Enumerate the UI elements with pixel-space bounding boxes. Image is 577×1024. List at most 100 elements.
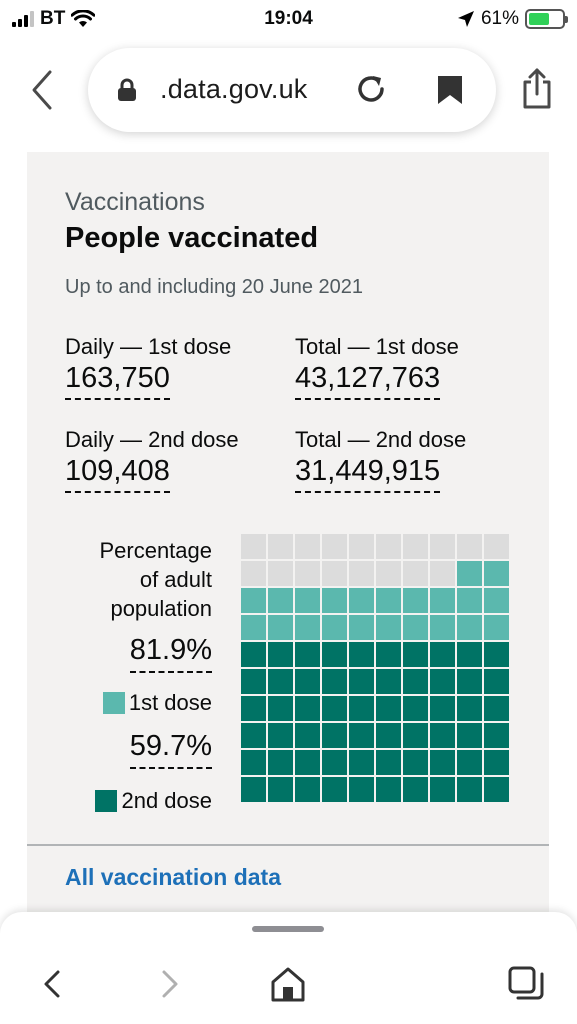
waffle-cell (322, 588, 347, 613)
waffle-cell (376, 561, 401, 586)
stat-daily-first-dose: Daily — 1st dose 163,750 (65, 334, 231, 400)
divider (27, 844, 549, 846)
url-text[interactable]: .data.gov.uk (160, 74, 308, 104)
waffle-cell (241, 642, 266, 667)
waffle-cell (376, 696, 401, 721)
waffle-cell (430, 696, 455, 721)
reload-icon[interactable] (354, 72, 388, 106)
all-vaccination-data-link[interactable]: All vaccination data (65, 864, 282, 890)
waffle-cell (295, 642, 320, 667)
stat-label: Total — 2nd dose (295, 427, 467, 452)
waffle-cell (241, 615, 266, 640)
forward-icon[interactable] (150, 962, 190, 1006)
stat-label: Daily — 2nd dose (65, 427, 239, 452)
waffle-cell (268, 534, 293, 559)
waffle-cell (241, 723, 266, 748)
waffle-cell (322, 777, 347, 802)
waffle-cell (430, 642, 455, 667)
waffle-cell (295, 777, 320, 802)
waffle-cell (430, 777, 455, 802)
waffle-cell (430, 750, 455, 775)
waffle-cell (322, 723, 347, 748)
waffle-cell (403, 750, 428, 775)
waffle-cell (241, 588, 266, 613)
percentage-title: Percentage of adult population (99, 536, 212, 623)
waffle-cell (403, 642, 428, 667)
waffle-cell (295, 723, 320, 748)
waffle-cell (241, 534, 266, 559)
bookmark-icon[interactable] (436, 74, 464, 106)
waffle-cell (457, 588, 482, 613)
waffle-cell (241, 669, 266, 694)
waffle-cell (241, 750, 266, 775)
legend-second-dose: 2nd dose (95, 788, 212, 814)
waffle-cell (376, 588, 401, 613)
status-bar: BT 19:04 61% (0, 0, 577, 40)
waffle-cell (322, 561, 347, 586)
waffle-cell (295, 615, 320, 640)
percentage-title-line: population (110, 596, 212, 621)
stat-daily-second-dose: Daily — 2nd dose 109,408 (65, 427, 239, 493)
waffle-cell (349, 777, 374, 802)
waffle-cell (349, 615, 374, 640)
waffle-cell (268, 561, 293, 586)
waffle-cell (295, 750, 320, 775)
waffle-cell (457, 669, 482, 694)
waffle-cell (295, 669, 320, 694)
battery-fill (529, 13, 549, 25)
waffle-cell (268, 669, 293, 694)
stat-value[interactable]: 31,449,915 (295, 455, 441, 493)
stat-value[interactable]: 163,750 (65, 362, 170, 400)
waffle-cell (349, 588, 374, 613)
drag-handle[interactable] (252, 926, 324, 932)
battery-charging-icon (525, 9, 568, 29)
stat-total-first-dose: Total — 1st dose 43,127,763 (295, 334, 459, 400)
waffle-cell (349, 723, 374, 748)
waffle-cell (484, 777, 509, 802)
waffle-cell (295, 561, 320, 586)
waffle-cell (241, 561, 266, 586)
address-bar[interactable]: .data.gov.uk (88, 48, 496, 132)
waffle-cell (376, 534, 401, 559)
waffle-cell (349, 696, 374, 721)
waffle-cell (430, 534, 455, 559)
waffle-cell (403, 615, 428, 640)
home-icon[interactable] (268, 962, 308, 1006)
back-icon[interactable] (32, 962, 72, 1006)
battery-percent: 61% (480, 8, 519, 29)
waffle-cell (376, 777, 401, 802)
second-dose-percentage[interactable]: 59.7% (129, 730, 212, 769)
signal-icon (12, 11, 34, 27)
waffle-cell (403, 561, 428, 586)
legend-swatch-first-dose (102, 692, 125, 714)
waffle-cell (484, 534, 509, 559)
percentage-title-line: of adult (139, 567, 212, 592)
legend-swatch-second-dose (95, 790, 118, 812)
waffle-cell (457, 642, 482, 667)
waffle-cell (457, 777, 482, 802)
waffle-cell (268, 723, 293, 748)
waffle-cell (430, 669, 455, 694)
waffle-cell (295, 534, 320, 559)
tabs-icon[interactable] (506, 962, 546, 1006)
stat-value[interactable]: 43,127,763 (295, 362, 441, 400)
first-dose-percentage[interactable]: 81.9% (129, 634, 212, 673)
waffle-cell (430, 615, 455, 640)
stat-total-second-dose: Total — 2nd dose 31,449,915 (295, 427, 466, 493)
share-icon[interactable] (520, 66, 554, 110)
waffle-cell (241, 777, 266, 802)
legend-label: 2nd dose (121, 788, 212, 813)
carrier-name: BT (40, 8, 66, 29)
wifi-icon (71, 10, 96, 27)
waffle-chart (241, 534, 511, 804)
waffle-cell (484, 615, 509, 640)
percentage-title-line: Percentage (99, 538, 212, 563)
legend-label: 1st dose (128, 690, 212, 715)
clock: 19:04 (264, 8, 313, 29)
back-icon[interactable] (26, 68, 60, 112)
waffle-cell (484, 588, 509, 613)
waffle-cell (457, 615, 482, 640)
waffle-cell (403, 696, 428, 721)
stat-value[interactable]: 109,408 (65, 455, 170, 493)
waffle-cell (295, 588, 320, 613)
